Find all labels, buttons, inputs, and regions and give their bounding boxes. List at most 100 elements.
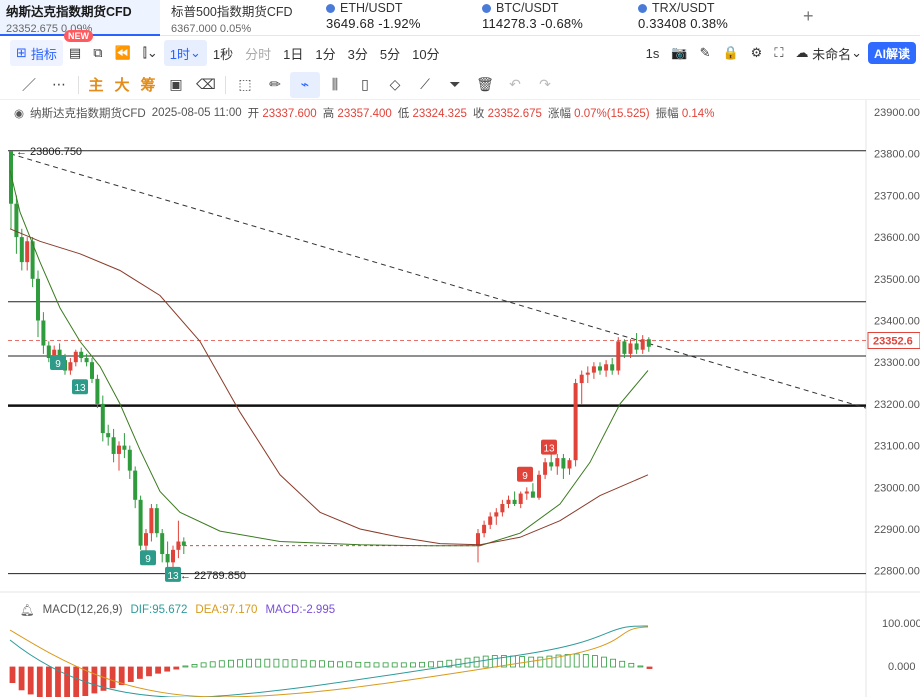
low-value: 23324.325 xyxy=(412,108,467,120)
price-tick-label: 23700.000 xyxy=(874,190,920,202)
trash-icon[interactable]: 🗑 xyxy=(476,76,494,92)
lock-icon[interactable]: 🔒 xyxy=(722,45,739,60)
tab-title: 纳斯达克指数期货CFD xyxy=(6,5,132,19)
pencil-icon[interactable]: ✏ xyxy=(269,76,281,92)
tab-nasdaq[interactable]: 纳斯达克指数期货CFD 23352.675 0.09% NEW xyxy=(0,0,160,42)
macd-histogram-bar xyxy=(209,661,216,668)
td-label: 13 xyxy=(74,383,86,394)
dea-value: 97.170 xyxy=(222,604,258,616)
big-order-button[interactable]: 大 xyxy=(114,77,130,94)
trend-line xyxy=(9,153,867,409)
pen-icon[interactable]: ✎ xyxy=(699,45,711,60)
compare-icon[interactable]: ⧉ xyxy=(93,45,103,60)
note-icon[interactable]: ▯ xyxy=(361,76,369,92)
eraser-icon[interactable]: ⌫ xyxy=(196,76,216,92)
tab-quote: 3649.68 -1.92% xyxy=(326,16,421,31)
td-label-box xyxy=(517,466,533,482)
macd-histogram-bar xyxy=(291,659,298,668)
macd-histogram-bar xyxy=(255,658,262,668)
template-icon[interactable]: ▣ xyxy=(169,76,183,92)
interval-3m[interactable]: 3分 xyxy=(347,46,368,62)
macd-histogram-bar xyxy=(146,666,152,677)
fullscreen-icon[interactable]: ⛶ xyxy=(774,45,784,60)
macd-histogram-bar xyxy=(155,666,162,674)
chip-button[interactable]: 筹 xyxy=(140,77,156,94)
tab-eth[interactable]: ETH/USDT 3649.68 -1.92% xyxy=(320,0,470,36)
candle-type-icon[interactable]: ⫿⌄ xyxy=(142,45,158,60)
tab-btc[interactable]: BTC/USDT 114278.3 -0.68% xyxy=(476,0,626,36)
bell-icon[interactable]: 🔔︎ xyxy=(20,605,35,617)
macd-histogram-bar xyxy=(382,662,389,668)
candle-body xyxy=(25,241,30,263)
macd-histogram-bar xyxy=(510,655,516,668)
cursor-icon[interactable]: ⬚ xyxy=(238,76,252,92)
price-tick-label: 23400.000 xyxy=(874,316,920,328)
candle-body xyxy=(95,378,100,404)
candle-body xyxy=(133,470,138,500)
candle-body xyxy=(573,383,578,461)
interval-timeshare[interactable]: 分时 xyxy=(245,46,272,62)
macd-histogram-bar xyxy=(428,661,435,668)
bar-pattern-icon[interactable]: ⫼ xyxy=(331,76,339,92)
refresh-rate[interactable]: 1s xyxy=(645,45,660,61)
magnet-icon[interactable]: ⟋ xyxy=(420,76,430,92)
tag-icon[interactable]: ◇ xyxy=(389,76,401,92)
candle-body xyxy=(144,533,148,546)
macd-histogram-bar xyxy=(282,659,289,668)
eye-icon[interactable]: ◉ xyxy=(14,108,25,120)
undo-icon[interactable]: ↶ xyxy=(509,76,521,92)
candle-body xyxy=(610,364,615,371)
candle-body xyxy=(149,508,154,534)
macd-histogram-bar xyxy=(246,658,253,668)
interval-1s[interactable]: 1秒 xyxy=(212,46,234,62)
macd-histogram-bar xyxy=(227,659,234,668)
macd-histogram-bar xyxy=(191,664,198,668)
ma-long-line xyxy=(9,228,649,546)
macd-histogram-bar xyxy=(337,661,344,668)
camera-icon[interactable]: 📷 xyxy=(671,45,688,60)
macd-histogram-bar xyxy=(218,660,225,668)
macd-histogram-bar xyxy=(328,660,334,668)
interval-1d[interactable]: 1日 xyxy=(283,46,304,62)
filter-icon[interactable]: ⏷ xyxy=(449,76,461,92)
main-force-button[interactable]: 主 xyxy=(88,77,104,94)
td-label-box xyxy=(72,379,88,395)
interval-select[interactable]: 1时 ⌄ xyxy=(163,40,207,66)
replay-icon[interactable]: ⏪ xyxy=(114,45,131,60)
tab-sp500[interactable]: 标普500指数期货CFD 6367.000 0.05% xyxy=(165,0,315,36)
interval-10m[interactable]: 10分 xyxy=(412,46,440,62)
macd-histogram-bar xyxy=(9,666,16,684)
trendline-icon[interactable]: ／ xyxy=(22,76,36,93)
macd-title: MACD(12,26,9) xyxy=(42,604,123,616)
macd-histogram-bar xyxy=(519,656,525,668)
open-value: 23337.600 xyxy=(262,108,317,120)
interval-5m[interactable]: 5分 xyxy=(379,46,401,62)
low-label: 低 xyxy=(397,108,410,120)
tab-trx[interactable]: TRX/USDT 0.33408 0.38% xyxy=(632,0,782,36)
candle-body xyxy=(634,343,639,350)
price-tick-label: 23000.000 xyxy=(874,482,920,494)
last-price-tag xyxy=(867,332,920,350)
layout-name-button[interactable]: ☁ 未命名 ⌄ xyxy=(795,45,862,62)
brush-icon[interactable]: ⌁ xyxy=(290,71,320,98)
macd-axis-label: 0.000 xyxy=(888,661,916,673)
redo-icon[interactable]: ↷ xyxy=(539,76,551,92)
interval-1m[interactable]: 1分 xyxy=(315,46,336,62)
candle-body xyxy=(84,358,89,363)
more-icon[interactable]: ⋯ xyxy=(52,76,66,92)
ai-button[interactable]: AI解读 xyxy=(867,42,916,64)
candle-body xyxy=(628,343,633,354)
macd-histogram-bar xyxy=(500,655,507,668)
candle-body xyxy=(138,499,143,546)
candle-body xyxy=(127,449,132,471)
indicator-button[interactable]: ⊞ 指标 xyxy=(10,40,63,66)
layout-icon[interactable]: ▤ xyxy=(68,45,82,60)
candle-body xyxy=(616,341,621,371)
candle-body xyxy=(646,339,651,347)
candle-body xyxy=(90,362,94,379)
high-value: 23357.400 xyxy=(337,108,392,120)
add-tab-icon[interactable]: + xyxy=(803,6,814,26)
macd-histogram-bar xyxy=(346,661,353,668)
settings-icon[interactable]: ⚙ xyxy=(750,45,763,60)
candle-body xyxy=(579,374,584,384)
